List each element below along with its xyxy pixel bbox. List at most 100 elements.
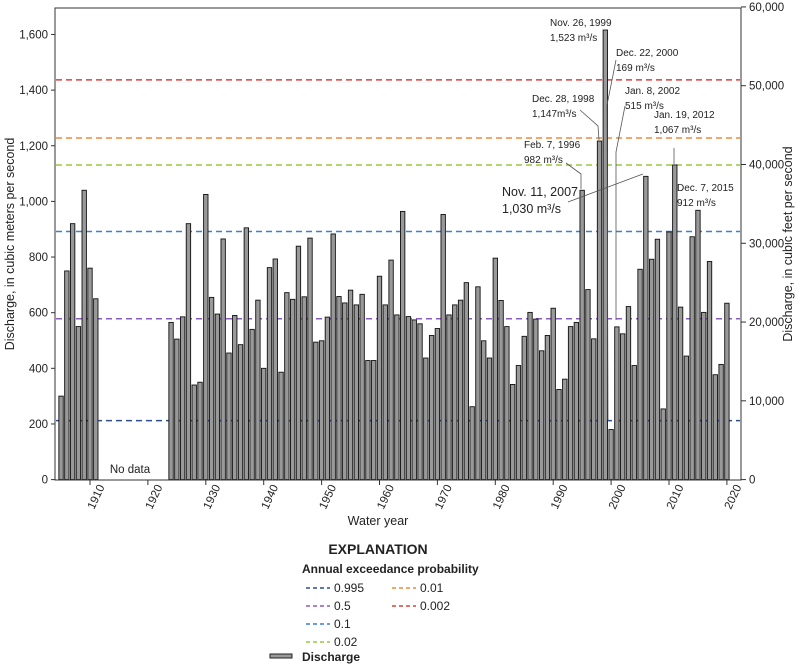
bar-2013 — [683, 355, 690, 481]
y-axis-title-left: Discharge, in cubic meters per second — [3, 138, 17, 351]
bar-1999 — [602, 29, 608, 481]
bar-2011 — [672, 164, 678, 481]
annotation-value: 1,067 m³/s — [654, 125, 701, 136]
y-tick-label: 400 — [29, 363, 48, 375]
bar-2005 — [637, 268, 643, 481]
bar-2001 — [614, 326, 620, 481]
bar-1958 — [365, 360, 371, 481]
bar-1941 — [266, 267, 273, 481]
x-tick-label: 2000 — [607, 483, 629, 511]
bar-1906 — [64, 270, 70, 481]
legend-label: 0.01 — [420, 581, 444, 595]
bar-2016 — [701, 311, 707, 481]
annotations: Nov. 26, 1999 1,523 m³/s Dec. 22, 2000 169 … — [502, 18, 734, 421]
bar-1963 — [394, 314, 400, 481]
y-tick-label: 1,400 — [19, 85, 48, 97]
bar-1961 — [382, 304, 388, 481]
y-right-tick-label: 0 — [749, 475, 755, 487]
bar-1934 — [226, 352, 232, 481]
bar-1954 — [342, 302, 348, 481]
annotation-2011: Jan. 19, 2012 1,067 m³/s — [654, 110, 715, 164]
bar-1979 — [486, 357, 493, 481]
legend: EXPLANATION Annual exceedance probabilit… — [269, 541, 479, 664]
bar-1948 — [307, 237, 313, 481]
bar-1959 — [371, 360, 377, 481]
y-axis-title-right: Discharge, in cubic feet per second — [781, 146, 795, 341]
bar-1987 — [533, 318, 539, 481]
x-tick-label: 2010 — [665, 483, 687, 511]
annotation-value: 1,147m³/s — [532, 109, 576, 120]
annotation-2015: Dec. 7, 2015 912 m³/s — [677, 183, 734, 209]
bar-1956 — [353, 304, 359, 481]
x-tick-label: 1920 — [144, 483, 166, 511]
bar-1960 — [376, 275, 383, 481]
bar-1936 — [237, 344, 244, 481]
x-tick-label: 1970 — [433, 483, 455, 511]
annotation-2006: Nov. 11, 2007 1,030 m³/s — [502, 173, 644, 216]
bar-1930 — [203, 193, 209, 481]
bar-1946 — [295, 245, 302, 481]
bar-1995 — [579, 189, 585, 481]
bar-1962 — [388, 259, 394, 481]
x-tick-label: 1910 — [86, 483, 108, 511]
y-tick-label: 1,600 — [19, 29, 48, 41]
annotation-2000: Dec. 22, 2000 169 m³/s — [606, 48, 679, 421]
bar-2015 — [695, 209, 701, 481]
bar-1986 — [527, 311, 533, 481]
x-tick-label: 2020 — [723, 483, 745, 511]
legend-discharge-swatch — [269, 653, 293, 659]
bar-1943 — [278, 371, 284, 481]
x-tick-label: 1990 — [549, 483, 571, 511]
legend-discharge-label: Discharge — [302, 650, 360, 664]
bar-2017 — [706, 261, 713, 481]
bar-2018 — [712, 374, 718, 481]
bars — [58, 29, 730, 481]
legend-label: 0.995 — [334, 581, 364, 595]
bar-1925 — [174, 338, 180, 481]
bar-1926 — [179, 316, 186, 481]
bar-1981 — [498, 299, 504, 481]
bar-2010 — [666, 231, 672, 481]
y-axis-right: 0 10,000 20,000 30,000 40,000 50,000 60,000 — [741, 2, 784, 487]
bar-1971 — [440, 214, 446, 481]
bar-1953 — [336, 296, 342, 481]
bar-1939 — [255, 299, 261, 481]
bar-1992 — [562, 378, 568, 481]
bar-1933 — [220, 238, 226, 481]
bar-2000 — [608, 429, 614, 481]
bar-1927 — [185, 223, 192, 481]
bar-1990 — [550, 307, 556, 481]
legend-label: 0.5 — [334, 599, 351, 613]
legend-subtitle: Annual exceedance probability — [302, 562, 479, 576]
y-tick-label: 0 — [42, 475, 48, 487]
bar-1977 — [475, 286, 481, 481]
legend-label: 0.002 — [420, 599, 450, 613]
y-tick-label: 200 — [29, 419, 48, 431]
bar-1972 — [446, 314, 452, 481]
annotation-leader — [565, 162, 582, 189]
bar-1997 — [591, 338, 597, 481]
bar-2012 — [677, 306, 684, 481]
gap-label: No data — [110, 464, 151, 476]
bar-1940 — [261, 367, 267, 481]
annotation-value: 912 m³/s — [677, 198, 716, 209]
bar-1973 — [452, 304, 458, 481]
bar-1931 — [208, 296, 215, 481]
x-tick-label: 1930 — [202, 483, 224, 511]
x-tick-label: 1960 — [375, 483, 397, 511]
bar-1988 — [538, 350, 545, 481]
annotation-value: 1,030 m³/s — [502, 202, 561, 216]
bar-1978 — [481, 340, 487, 481]
bar-1968 — [423, 357, 429, 481]
bar-1909 — [81, 189, 87, 481]
bar-1974 — [457, 299, 464, 481]
bar-1985 — [521, 335, 527, 481]
annotation-date: Dec. 7, 2015 — [677, 183, 734, 194]
bar-1945 — [290, 298, 296, 481]
legend-title: EXPLANATION — [328, 541, 427, 557]
annotation-1999: Nov. 26, 1999 1,523 m³/s — [550, 18, 612, 44]
bar-2020 — [724, 302, 730, 481]
y-tick-label: 600 — [29, 308, 48, 320]
bar-2004 — [631, 365, 637, 481]
y-tick-label: 1,000 — [19, 196, 48, 208]
